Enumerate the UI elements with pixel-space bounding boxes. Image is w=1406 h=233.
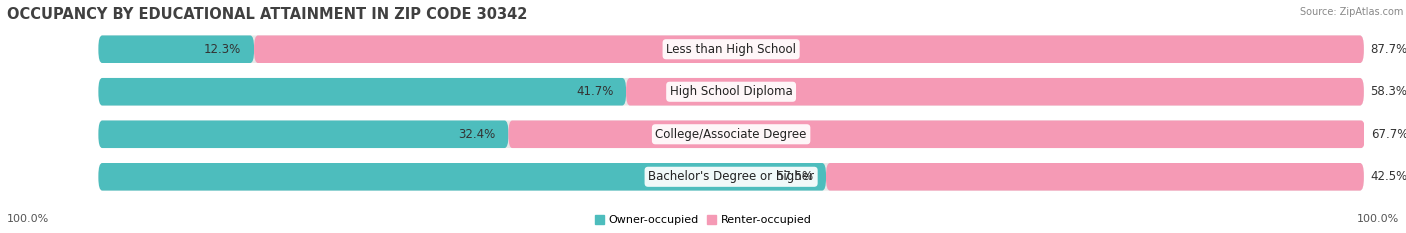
FancyBboxPatch shape bbox=[98, 78, 626, 106]
FancyBboxPatch shape bbox=[825, 163, 1364, 191]
Text: 32.4%: 32.4% bbox=[458, 128, 496, 141]
FancyBboxPatch shape bbox=[98, 35, 1364, 63]
FancyBboxPatch shape bbox=[98, 120, 1364, 148]
FancyBboxPatch shape bbox=[98, 120, 509, 148]
Text: Source: ZipAtlas.com: Source: ZipAtlas.com bbox=[1299, 7, 1403, 17]
Legend: Owner-occupied, Renter-occupied: Owner-occupied, Renter-occupied bbox=[595, 215, 811, 225]
Text: 100.0%: 100.0% bbox=[7, 214, 49, 224]
Text: College/Associate Degree: College/Associate Degree bbox=[655, 128, 807, 141]
Text: Less than High School: Less than High School bbox=[666, 43, 796, 56]
FancyBboxPatch shape bbox=[626, 78, 1364, 106]
Text: 12.3%: 12.3% bbox=[204, 43, 242, 56]
Text: 100.0%: 100.0% bbox=[1357, 214, 1399, 224]
Text: OCCUPANCY BY EDUCATIONAL ATTAINMENT IN ZIP CODE 30342: OCCUPANCY BY EDUCATIONAL ATTAINMENT IN Z… bbox=[7, 7, 527, 22]
Text: 87.7%: 87.7% bbox=[1369, 43, 1406, 56]
FancyBboxPatch shape bbox=[98, 35, 254, 63]
FancyBboxPatch shape bbox=[509, 120, 1365, 148]
Text: 42.5%: 42.5% bbox=[1369, 170, 1406, 183]
Text: 57.5%: 57.5% bbox=[776, 170, 813, 183]
Text: 58.3%: 58.3% bbox=[1369, 85, 1406, 98]
Text: 41.7%: 41.7% bbox=[576, 85, 613, 98]
FancyBboxPatch shape bbox=[98, 78, 1364, 106]
Text: 67.7%: 67.7% bbox=[1371, 128, 1406, 141]
FancyBboxPatch shape bbox=[98, 163, 825, 191]
Text: High School Diploma: High School Diploma bbox=[669, 85, 793, 98]
Text: Bachelor's Degree or higher: Bachelor's Degree or higher bbox=[648, 170, 814, 183]
FancyBboxPatch shape bbox=[98, 163, 1364, 191]
FancyBboxPatch shape bbox=[254, 35, 1364, 63]
